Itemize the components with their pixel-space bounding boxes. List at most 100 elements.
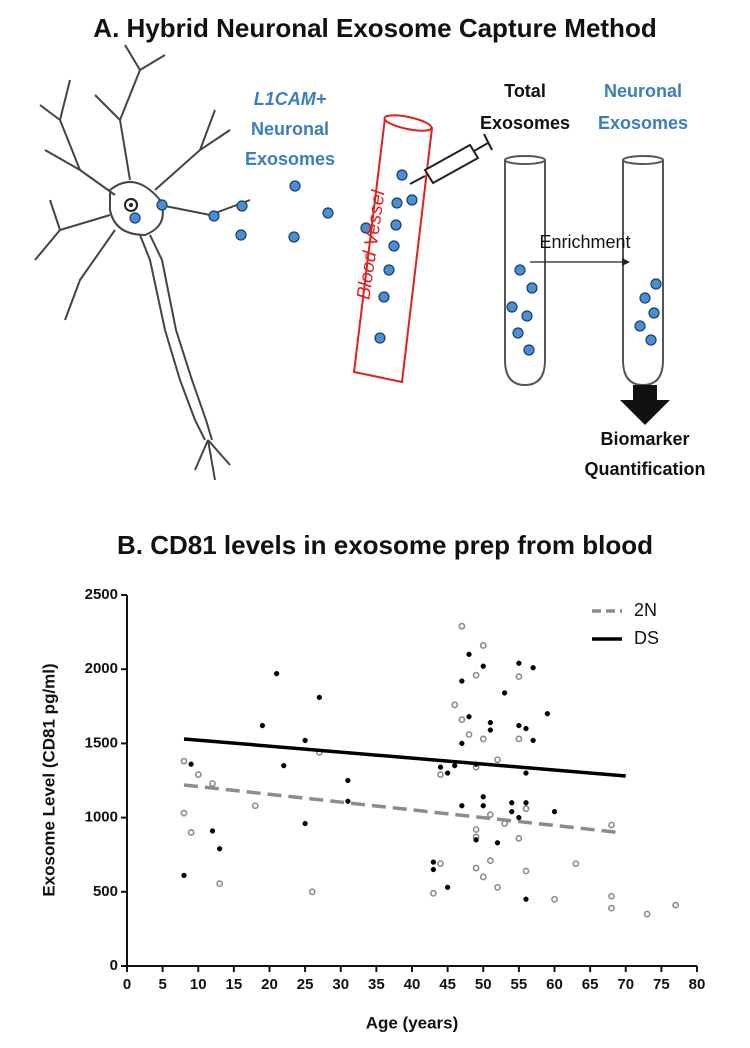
data-point [486,811,494,819]
x-tick-label: 65 [582,976,599,993]
data-point [523,770,529,776]
tube1-label: Exosomes [480,113,570,133]
data-point [466,714,472,720]
x-tick-label: 0 [123,976,131,993]
data-point [259,722,266,729]
data-point [494,756,501,764]
data-point [515,834,523,842]
output-label: Biomarker [600,429,689,449]
panel-a-title: A. Hybrid Neuronal Exosome Capture Metho… [93,13,656,43]
data-point [522,867,530,875]
x-tick-label: 10 [190,976,207,993]
plot-area: 0 500 1000 1500 2000 2500 0 5 10 15 20 25 30 35 40 45 50… [85,586,706,993]
data-point [466,651,472,658]
data-point [302,737,308,744]
y-tick-label: 500 [93,883,118,900]
tube-exosomes [506,264,662,356]
y-tick-label: 1500 [85,734,118,751]
data-point [523,800,529,806]
x-axis-label: Age (years) [366,1013,459,1032]
data-point [480,803,486,809]
data-point [444,770,451,776]
source-label: Exosomes [245,149,335,169]
data-point [608,892,615,900]
data-point [345,798,351,804]
blood-vessel [352,114,434,384]
x-tick-label: 50 [475,976,492,993]
data-point [487,727,494,733]
data-point [608,904,615,912]
output-label: Quantification [585,459,706,479]
data-point [515,673,523,681]
y-tick-label: 2000 [85,660,118,677]
data-point [472,864,480,872]
data-point [273,671,280,677]
data-point [302,820,308,827]
legend-label: DS [634,628,659,648]
tube2-label: Exosomes [598,113,688,133]
x-tick-label: 70 [617,976,634,993]
data-point [459,740,465,747]
data-point [572,860,580,868]
data-point [465,731,473,738]
data-point [437,771,444,778]
data-point [472,826,480,833]
data-point [444,884,451,890]
trend-line [183,783,619,835]
neuron-drawing [34,44,251,481]
data-point [509,800,515,806]
x-tick-label: 15 [226,976,243,993]
data-point [516,660,522,666]
data-point [608,821,615,829]
data-point [472,671,480,679]
trend-line [183,737,626,778]
data-point [480,794,486,800]
y-tick-label: 2500 [85,586,118,603]
tube1-label: Total [504,81,546,101]
data-point [459,803,465,809]
x-tick-label: 35 [368,976,385,993]
data-point [509,809,515,815]
x-tick-label: 20 [261,976,278,993]
x-tick-label: 80 [689,976,706,993]
x-tick-label: 75 [653,976,670,993]
data-point [308,888,316,896]
data-point [473,837,479,843]
data-point [194,771,202,778]
data-point [473,761,479,767]
legend-label: 2N [634,600,657,620]
source-label: Neuronal [251,119,329,139]
data-point [458,622,466,630]
data-point [515,735,523,743]
data-point [437,860,444,868]
data-point [429,889,437,897]
data-point [345,777,351,784]
data-point [643,910,651,918]
data-point [187,829,195,836]
x-tick-label: 40 [404,976,421,993]
data-point [501,690,508,696]
data-point [216,846,223,852]
data-point [530,737,536,744]
data-point [494,883,501,891]
data-point [316,694,323,701]
data-point [281,763,287,769]
arrow-label: Enrichment [539,232,630,252]
tube2-label: Neuronal [604,81,682,101]
data-point [437,764,444,770]
data-point [672,901,680,909]
exosome-dots [129,180,372,243]
data-point [209,828,216,834]
data-point [479,642,487,649]
data-point [430,866,437,873]
x-tick-label: 30 [332,976,349,993]
data-point [551,809,558,815]
data-point [516,722,522,729]
data-point [479,735,487,743]
data-point [180,757,188,765]
data-point [522,805,530,813]
x-tick-label: 60 [546,976,563,993]
data-point [516,814,522,821]
